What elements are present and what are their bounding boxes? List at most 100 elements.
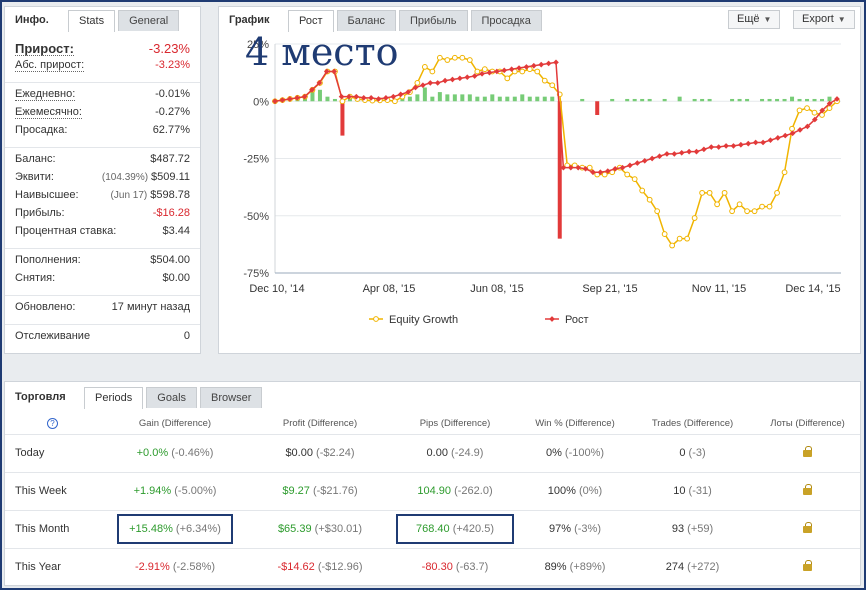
equity-growth-point	[789, 125, 795, 132]
profit-cell: -$14.62 (-$12.96)	[250, 548, 390, 587]
growth-point	[701, 146, 707, 153]
win-value: 89%	[544, 561, 567, 573]
equity-growth-point	[669, 242, 676, 249]
bar	[745, 98, 750, 102]
stat-highest-value: $598.78	[150, 189, 190, 201]
stat-monthly-label[interactable]: Ежемесячно:	[15, 106, 82, 119]
bar	[520, 94, 525, 102]
help-icon[interactable]: ?	[47, 418, 58, 430]
lots-cell	[755, 434, 860, 473]
equity-growth-point	[714, 201, 721, 208]
growth-point	[678, 149, 685, 156]
pips-value: 104.90	[417, 485, 452, 497]
profit-diff: (+$30.01)	[314, 523, 363, 535]
legend-marker	[549, 316, 555, 322]
gain-cell: +15.48% (+6.34%)	[100, 510, 250, 549]
lock-icon[interactable]	[803, 522, 812, 533]
bar	[610, 98, 615, 102]
col-pips: Pips (Difference)	[390, 414, 520, 435]
tab-balance[interactable]: Баланс	[336, 10, 396, 31]
equity-growth-point	[676, 235, 683, 242]
equity-growth-point	[661, 231, 668, 237]
tab-general[interactable]: General	[118, 10, 180, 31]
growth-point	[715, 144, 722, 150]
legend-label: Equity Growth	[389, 314, 458, 326]
bar	[317, 89, 322, 102]
bar	[340, 101, 345, 136]
tab-stats[interactable]: Stats	[68, 10, 116, 32]
info-panel-title: Инфо.	[15, 14, 49, 26]
tab-profit[interactable]: Прибыль	[398, 10, 468, 31]
equity-growth-point	[729, 208, 735, 215]
export-dropdown[interactable]: Export ▼	[793, 10, 855, 29]
equity-growth-point	[436, 54, 443, 61]
bar	[760, 98, 765, 102]
trades-value: 274	[665, 561, 685, 573]
bar	[325, 96, 330, 102]
trades-cell: 0 (-3)	[630, 434, 755, 473]
lock-icon[interactable]	[803, 560, 812, 571]
growth-point	[375, 96, 382, 102]
bar	[415, 94, 420, 102]
trades-cell: 93 (+59)	[630, 510, 755, 549]
divider	[5, 295, 200, 296]
stat-gain-label[interactable]: Прирост:	[15, 41, 74, 56]
growth-point	[301, 93, 308, 100]
equity-growth-point	[339, 98, 346, 105]
tab-drawdown[interactable]: Просадка	[470, 10, 542, 31]
growth-point	[567, 164, 574, 171]
bar	[512, 96, 517, 102]
growth-point	[508, 66, 515, 73]
growth-point	[575, 164, 582, 171]
equity-growth-point	[474, 68, 481, 75]
lock-icon[interactable]	[803, 484, 812, 495]
equity-growth-point	[766, 203, 773, 210]
growth-point	[775, 135, 781, 141]
growth-point	[708, 144, 715, 150]
win-diff: (+89%)	[569, 561, 606, 573]
stat-gain-value: -3.23%	[148, 41, 190, 56]
profit-cell: $9.27 (-$21.76)	[250, 472, 390, 511]
equity-growth-point	[504, 75, 511, 82]
col-profit: Profit (Difference)	[250, 414, 390, 435]
period-label: This Month	[5, 510, 100, 549]
legend-label: Рост	[565, 314, 589, 326]
tab-goals[interactable]: Goals	[146, 387, 198, 408]
profit-diff: (-$12.96)	[317, 561, 363, 573]
stat-equity-label: Эквити:	[15, 171, 54, 183]
gain-value: +0.0%	[136, 447, 169, 459]
equity-growth-line	[274, 56, 838, 247]
tab-growth[interactable]: Рост	[288, 10, 334, 32]
bar	[407, 96, 412, 102]
growth-point	[664, 151, 670, 157]
growth-point	[590, 169, 596, 176]
tab-browser[interactable]: Browser	[200, 387, 263, 408]
growth-point	[457, 75, 463, 82]
lock-icon[interactable]	[803, 446, 812, 457]
stat-profit-value: -$16.28	[152, 207, 190, 219]
stat-withdrawals: Снятия: $0.00	[15, 272, 190, 290]
stat-abs-gain-label[interactable]: Абс. прирост:	[15, 59, 85, 72]
more-dropdown-label: Ещё	[737, 13, 760, 25]
bar	[332, 98, 337, 102]
growth-line	[274, 61, 838, 173]
equity-growth-point	[654, 208, 661, 215]
growth-point	[390, 93, 397, 100]
growth-point	[723, 143, 729, 149]
bar	[430, 96, 435, 102]
equity-growth-point	[751, 208, 758, 215]
stat-drawdown-label: Просадка:	[15, 124, 68, 136]
bar	[730, 98, 735, 102]
more-dropdown[interactable]: Ещё ▼	[728, 10, 781, 29]
col-win: Win % (Difference)	[520, 414, 630, 435]
periods-table: ? Gain (Difference) Profit (Difference) …	[5, 414, 860, 587]
chart-panel: 25% 0% -25% -50% -75% Dec 10, '14 Apr 08, '15 J…	[218, 6, 861, 354]
lots-cell	[755, 472, 860, 511]
stat-daily-label[interactable]: Ежедневно:	[15, 88, 76, 101]
tab-periods[interactable]: Periods	[84, 387, 144, 409]
stat-equity-value-wrap: (104.39%) $509.11	[102, 171, 190, 183]
chart-panel-title: График	[229, 14, 270, 26]
equity-growth-point	[534, 68, 541, 75]
growth-point	[738, 141, 744, 148]
growth-point	[412, 84, 419, 91]
